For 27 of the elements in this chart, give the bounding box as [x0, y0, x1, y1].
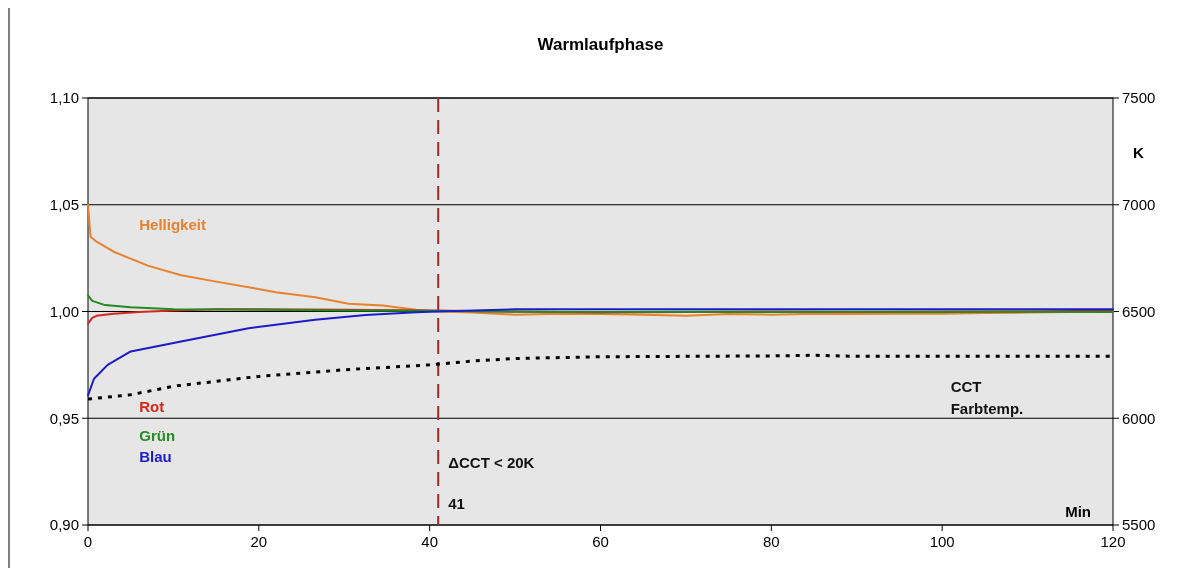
x-tick-label: 60 [592, 533, 609, 550]
y2-axis-title: K [1133, 144, 1144, 161]
y2-tick-label: 7000 [1122, 196, 1156, 213]
annotation: ΔCCT < 20K [448, 454, 535, 472]
y-tick-label: 0,90 [49, 516, 79, 534]
x-tick-label: 100 [929, 533, 955, 550]
text: Rot [139, 397, 165, 415]
x-axis-title: Min [1065, 503, 1091, 520]
annotation: 41 [448, 494, 465, 512]
x-tick-label: 20 [250, 533, 268, 550]
text: Grün [139, 427, 176, 445]
series-label: Helligkeit [139, 215, 206, 233]
y2-tick-label: 6000 [1122, 409, 1156, 427]
y2-tick-label: 5500 [1122, 516, 1156, 534]
x-tick-label: 40 [421, 533, 439, 550]
y-tick-label: 0,95 [49, 409, 79, 427]
x-tick-label: 80 [762, 533, 780, 550]
text: Blau [139, 447, 172, 465]
y-tick-label: 1,00 [49, 302, 79, 320]
x-tick-label: 120 [1100, 533, 1126, 550]
x-tick-label: 0 [83, 533, 93, 550]
chart-title: Warmlaufphase [537, 35, 664, 54]
series-label: CCT Farbtemp. [950, 378, 1024, 418]
y2-tick-label: 7500 [1122, 89, 1156, 107]
y-tick-label: 1,05 [49, 196, 79, 213]
y2-tick-label: 6500 [1122, 302, 1156, 320]
y-tick-label: 1,10 [49, 89, 79, 107]
